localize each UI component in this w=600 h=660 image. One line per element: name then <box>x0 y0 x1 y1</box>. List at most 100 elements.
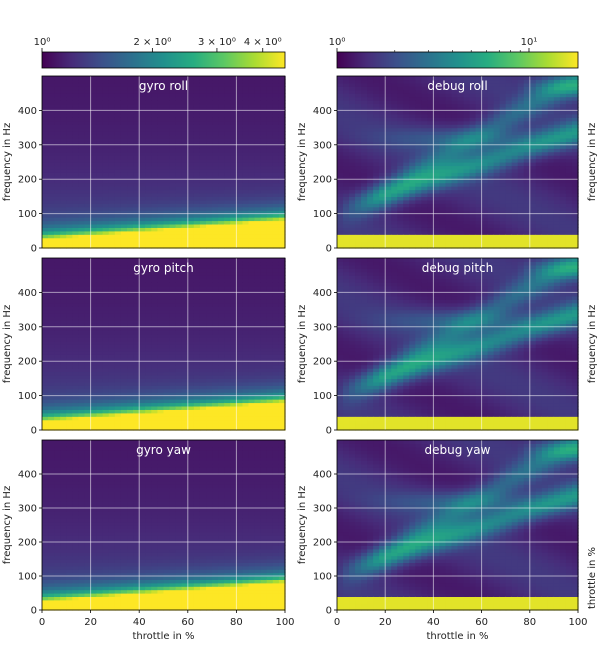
heatmap-cell <box>48 148 55 153</box>
y-tick-label: 200 <box>18 175 37 186</box>
heatmap-cell <box>355 244 362 249</box>
heatmap-cell <box>151 117 159 122</box>
heatmap-cell <box>102 220 110 225</box>
heatmap-cell <box>254 82 262 87</box>
heatmap-cell <box>517 182 525 187</box>
heatmap-cell <box>439 120 447 125</box>
heatmap-cell <box>199 213 207 218</box>
heatmap-cell <box>349 141 356 146</box>
heatmap-cell <box>565 82 573 87</box>
heatmap-cell <box>409 244 416 249</box>
heatmap-cell <box>254 134 262 139</box>
heatmap-cell <box>42 295 49 300</box>
heatmap-cell <box>272 230 280 235</box>
heatmap-cell <box>469 106 477 111</box>
heatmap-cell <box>517 124 525 129</box>
heatmap-cell <box>343 189 350 194</box>
heatmap-cell <box>42 340 49 345</box>
heatmap-cell <box>102 354 110 359</box>
heatmap-cell <box>343 127 350 132</box>
heatmap-cell <box>54 192 61 197</box>
heatmap-cell <box>102 186 110 191</box>
heatmap-cell <box>505 155 513 160</box>
heatmap-cell <box>72 244 80 249</box>
heatmap-cell <box>499 199 507 204</box>
heatmap-cell <box>54 405 61 410</box>
heatmap-cell <box>218 96 225 101</box>
heatmap-cell <box>523 199 531 204</box>
heatmap-cell <box>421 217 428 222</box>
heatmap-cell <box>409 120 416 125</box>
heatmap-cell <box>151 385 159 390</box>
heatmap-cell <box>385 179 392 184</box>
heatmap-cell <box>535 127 543 132</box>
heatmap-cell <box>511 179 519 184</box>
heatmap-cell <box>439 186 447 191</box>
heatmap-cell <box>517 144 525 149</box>
heatmap-cell <box>187 79 195 84</box>
heatmap-cell <box>427 106 435 111</box>
heatmap-cell <box>151 100 159 105</box>
heatmap-cell <box>114 412 122 417</box>
heatmap-cell <box>409 168 416 173</box>
heatmap-cell <box>481 155 489 160</box>
heatmap-cell <box>511 172 519 177</box>
heatmap-cell <box>66 117 73 122</box>
heatmap-cell <box>42 89 49 94</box>
heatmap-cell <box>175 158 183 163</box>
heatmap-cell <box>469 144 477 149</box>
heatmap-cell <box>463 165 471 170</box>
heatmap-cell <box>90 106 98 111</box>
heatmap-cell <box>96 131 104 136</box>
heatmap-cell <box>403 124 410 129</box>
heatmap-cell <box>547 124 555 129</box>
heatmap-cell <box>451 120 459 125</box>
heatmap-cell <box>242 93 250 98</box>
heatmap-cell <box>493 186 501 191</box>
heatmap-cell <box>78 179 86 184</box>
heatmap-cell <box>54 399 61 404</box>
heatmap-cell <box>349 234 356 239</box>
heatmap-cell <box>175 172 183 177</box>
heatmap-cell <box>553 148 561 153</box>
heatmap-cell <box>169 106 177 111</box>
heatmap-cell <box>439 124 447 129</box>
heatmap-cell <box>66 127 73 132</box>
heatmap-cell <box>535 223 543 228</box>
heatmap-cell <box>54 261 61 266</box>
heatmap-cell <box>120 302 128 307</box>
heatmap-cell <box>66 288 73 293</box>
heatmap-cell <box>391 179 398 184</box>
heatmap-cell <box>60 82 67 87</box>
heatmap-cell <box>114 76 122 81</box>
heatmap-cell <box>373 196 380 201</box>
heatmap-cell <box>163 220 171 225</box>
heatmap-cell <box>127 172 134 177</box>
heatmap-cell <box>571 103 579 108</box>
heatmap-cell <box>439 213 447 218</box>
heatmap-cell <box>565 165 573 170</box>
heatmap-cell <box>224 227 231 232</box>
heatmap-cell <box>84 313 92 318</box>
heatmap-cell <box>242 113 250 118</box>
heatmap-cell <box>139 203 146 208</box>
heatmap-cell <box>499 79 507 84</box>
heatmap-cell <box>66 374 73 379</box>
y-tick-label: 300 <box>18 140 37 151</box>
heatmap-cell <box>361 186 368 191</box>
heatmap-cell <box>481 151 489 156</box>
heatmap-cell <box>127 409 134 414</box>
heatmap-cell <box>397 82 404 87</box>
heatmap-cell <box>42 261 49 266</box>
heatmap-cell <box>157 124 165 129</box>
heatmap-cell <box>565 179 573 184</box>
heatmap-cell <box>66 203 73 208</box>
heatmap-cell <box>361 175 368 180</box>
heatmap-cell <box>242 203 250 208</box>
heatmap-cell <box>571 96 579 101</box>
heatmap-cell <box>114 416 122 421</box>
heatmap-cell <box>72 292 80 297</box>
heatmap-cell <box>139 374 146 379</box>
heatmap-cell <box>343 234 350 239</box>
heatmap-cell <box>42 313 49 318</box>
